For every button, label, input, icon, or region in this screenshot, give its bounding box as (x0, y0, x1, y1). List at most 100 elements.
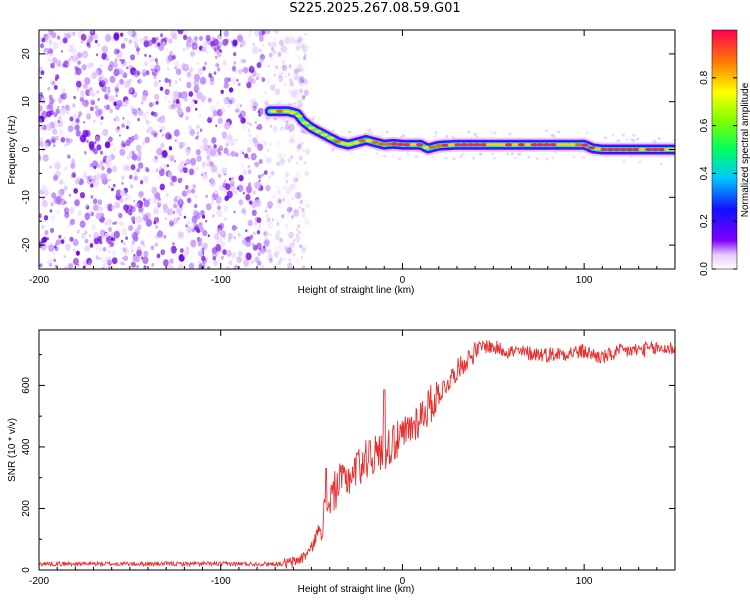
noise-dot (209, 161, 214, 167)
noise-dot (582, 156, 586, 160)
noise-dot (289, 242, 294, 249)
noise-dot (125, 139, 131, 147)
noise-dot (217, 205, 221, 211)
noise-dot (331, 149, 335, 152)
noise-dot (247, 169, 252, 175)
noise-dot (71, 174, 74, 178)
noise-dot (288, 258, 292, 262)
noise-dot (276, 231, 281, 236)
noise-dot (636, 137, 640, 141)
noise-dot (257, 123, 263, 131)
noise-dot (127, 78, 133, 84)
noise-dot (88, 234, 91, 238)
noise-dot (212, 110, 218, 117)
ridge-core (562, 143, 570, 147)
ridge-core (346, 142, 354, 146)
noise-dot (94, 105, 99, 110)
noise-dot (391, 154, 395, 157)
ridge-core (632, 147, 640, 152)
noise-dot (50, 227, 55, 233)
noise-dot (289, 122, 293, 127)
noise-dot (119, 78, 124, 85)
noise-dot (278, 72, 283, 79)
noise-dot (205, 220, 208, 223)
noise-dot (131, 240, 135, 245)
noise-dot (69, 138, 73, 143)
noise-dot (293, 209, 298, 214)
noise-dot (123, 86, 126, 90)
noise-dot (287, 158, 292, 163)
noise-dot (120, 32, 124, 37)
noise-dot (71, 55, 78, 63)
spectrogram-y-ticks: -20 -10 0 10 20 (21, 29, 675, 270)
noise-dot (276, 263, 280, 268)
noise-dot (242, 188, 245, 192)
noise-dot (281, 59, 286, 65)
noise-dot (261, 77, 266, 83)
noise-dot (157, 205, 160, 209)
noise-dot (195, 149, 201, 156)
noise-dot (177, 264, 182, 269)
noise-dot (67, 141, 70, 146)
noise-dot (152, 196, 159, 204)
noise-dot (288, 263, 294, 269)
ridge-core (314, 129, 322, 133)
noise-dot (119, 221, 125, 227)
noise-dot (245, 229, 248, 233)
ridge-core (549, 143, 557, 147)
noise-dot (79, 220, 86, 228)
noise-dot (58, 234, 62, 239)
noise-dot (190, 50, 196, 57)
noise-dot (263, 245, 266, 249)
ridge-core (524, 143, 532, 147)
noise-dot (40, 145, 47, 153)
noise-dot (211, 197, 215, 201)
noise-dot (297, 132, 302, 138)
noise-dot (234, 152, 239, 158)
noise-dot (264, 182, 270, 189)
noise-dot (137, 224, 142, 230)
noise-dot (218, 145, 224, 151)
noise-dot (188, 91, 194, 97)
x-tick-label: 100 (576, 275, 593, 286)
ridge-core (657, 147, 666, 152)
noise-dot (202, 242, 208, 250)
noise-dot (60, 188, 65, 195)
noise-dot (298, 76, 305, 83)
noise-dot (55, 170, 61, 178)
noise-dot (42, 236, 48, 243)
noise-dot (280, 126, 284, 131)
noise-dot (271, 194, 276, 200)
noise-dot (288, 78, 293, 83)
noise-dot (161, 133, 165, 137)
noise-dot (291, 136, 296, 142)
noise-dot (127, 64, 132, 70)
noise-dot (223, 236, 227, 240)
noise-dot (288, 88, 294, 96)
noise-dot (175, 68, 182, 76)
noise-dot (659, 162, 664, 166)
noise-dot (172, 91, 179, 99)
noise-dot (107, 259, 112, 266)
noise-dot (203, 61, 208, 66)
noise-dot (128, 225, 134, 232)
noise-dot (56, 210, 60, 214)
noise-dot (434, 131, 438, 135)
noise-dot (300, 256, 304, 260)
snr-series-line (39, 340, 675, 569)
noise-dot (48, 43, 51, 46)
noise-dot (72, 257, 79, 266)
noise-dot (289, 139, 293, 143)
noise-dot (79, 91, 85, 98)
noise-dot (233, 264, 239, 269)
noise-dot (175, 195, 178, 199)
noise-dot (160, 249, 166, 256)
noise-dot (236, 34, 243, 42)
noise-dot (270, 84, 276, 91)
noise-dot (545, 157, 549, 161)
noise-dot (188, 262, 195, 269)
noise-dot (306, 203, 310, 209)
noise-dot (193, 222, 198, 228)
noise-dot (292, 241, 295, 246)
noise-dot (111, 235, 114, 238)
